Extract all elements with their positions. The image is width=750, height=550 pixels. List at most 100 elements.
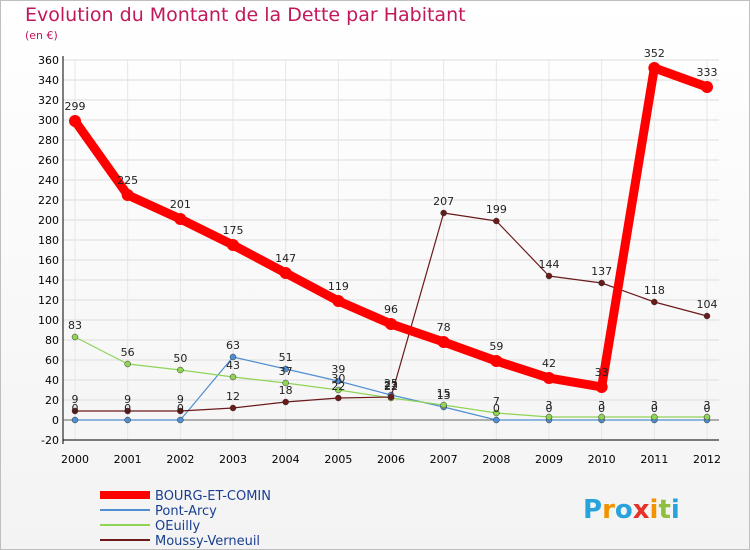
x-tick-label: 2002 — [166, 453, 194, 466]
data-label: 9 — [72, 393, 79, 406]
brand-logo: Proxiti — [583, 495, 680, 525]
chart-title: Evolution du Montant de la Dette par Hab… — [25, 4, 466, 26]
data-point — [174, 213, 187, 225]
data-point — [651, 413, 658, 421]
x-tick-label: 2005 — [324, 453, 352, 466]
data-label: 0 — [651, 402, 658, 415]
data-point — [282, 379, 289, 387]
data-label: 333 — [697, 66, 718, 79]
data-label: 0 — [124, 402, 131, 415]
data-point — [387, 393, 395, 401]
data-label: 43 — [226, 359, 240, 372]
data-label: 50 — [173, 352, 187, 365]
data-label: 0 — [493, 402, 500, 415]
data-point — [651, 298, 658, 306]
x-tick-label: 2008 — [482, 453, 510, 466]
x-tick-label: 2012 — [693, 453, 721, 466]
data-label: 3 — [704, 399, 711, 412]
data-label: 22 — [384, 380, 398, 393]
data-label: 119 — [328, 280, 349, 293]
data-label: 9 — [177, 393, 184, 406]
y-tick-label: 40 — [45, 374, 59, 387]
legend-label: Pont-Arcy — [155, 504, 217, 519]
data-label: 207 — [433, 195, 454, 208]
data-label: 42 — [542, 357, 556, 370]
data-point — [69, 115, 81, 127]
data-point — [227, 239, 239, 251]
x-tick-label: 2006 — [377, 453, 405, 466]
data-point — [71, 333, 79, 341]
data-point — [229, 373, 237, 381]
x-tick-label: 2004 — [272, 453, 300, 466]
y-tick-label: 20 — [45, 394, 59, 407]
data-point — [71, 407, 79, 415]
data-label: 299 — [65, 100, 86, 113]
data-label: 175 — [223, 224, 244, 237]
data-point — [124, 416, 131, 424]
data-label: 3 — [546, 399, 553, 412]
data-point — [335, 394, 342, 402]
brand-wordmark: Proxiti — [583, 495, 680, 525]
data-point — [440, 209, 447, 217]
data-point — [545, 413, 553, 421]
data-point — [598, 413, 605, 421]
data-label: 352 — [644, 47, 665, 60]
data-label: 18 — [279, 384, 293, 397]
y-tick-label: 100 — [38, 314, 59, 327]
data-point — [490, 355, 503, 367]
data-point — [493, 217, 500, 225]
brand-letter: x — [633, 495, 650, 525]
data-point — [124, 360, 131, 368]
data-label: 39 — [331, 363, 345, 376]
data-point — [279, 267, 292, 279]
data-label: 15 — [437, 387, 451, 400]
data-label: 3 — [598, 399, 605, 412]
data-label: 7 — [493, 395, 500, 408]
data-label: 0 — [546, 402, 553, 415]
brand-letter: i — [671, 495, 680, 525]
data-point — [282, 365, 289, 373]
y-tick-label: -20 — [41, 434, 59, 447]
legend-label: OEuilly — [155, 519, 201, 534]
legend-label: Moussy-Verneuil — [155, 534, 260, 549]
data-point — [229, 404, 237, 412]
data-point — [282, 398, 289, 406]
data-label: 137 — [591, 265, 612, 278]
data-point — [595, 381, 608, 393]
data-label: 144 — [539, 258, 560, 271]
y-tick-label: 360 — [38, 54, 59, 67]
data-point — [543, 372, 555, 384]
series-layer — [69, 62, 713, 424]
y-tick-label: 260 — [38, 154, 59, 167]
data-point — [177, 407, 184, 415]
y-tick-label: 320 — [38, 94, 59, 107]
data-label: 225 — [117, 174, 138, 187]
y-tick-label: 0 — [52, 414, 59, 427]
series-3 — [71, 209, 711, 415]
data-label: 63 — [226, 339, 240, 352]
data-point — [701, 81, 713, 93]
y-tick-label: 180 — [38, 234, 59, 247]
legend: BOURG-ET-COMINPont-ArcyOEuillyMoussy-Ver… — [100, 489, 271, 549]
data-point — [703, 413, 711, 421]
data-label: 201 — [170, 198, 191, 211]
data-label: 78 — [437, 321, 451, 334]
y-tick-label: 300 — [38, 114, 59, 127]
data-point — [229, 353, 237, 361]
data-label: 33 — [595, 366, 609, 379]
series-0 — [69, 62, 713, 393]
data-label: 104 — [697, 298, 718, 311]
brand-letter: t — [658, 495, 670, 525]
brand-letter: i — [650, 495, 659, 525]
data-point — [335, 386, 342, 394]
data-label: 25 — [384, 377, 398, 390]
x-tick-label: 2000 — [61, 453, 89, 466]
data-label: 199 — [486, 203, 507, 216]
data-point — [703, 312, 711, 320]
brand-letter: r — [602, 495, 615, 525]
y-tick-label: 220 — [38, 194, 59, 207]
x-tick-label: 2003 — [219, 453, 247, 466]
data-label: 37 — [279, 365, 293, 378]
